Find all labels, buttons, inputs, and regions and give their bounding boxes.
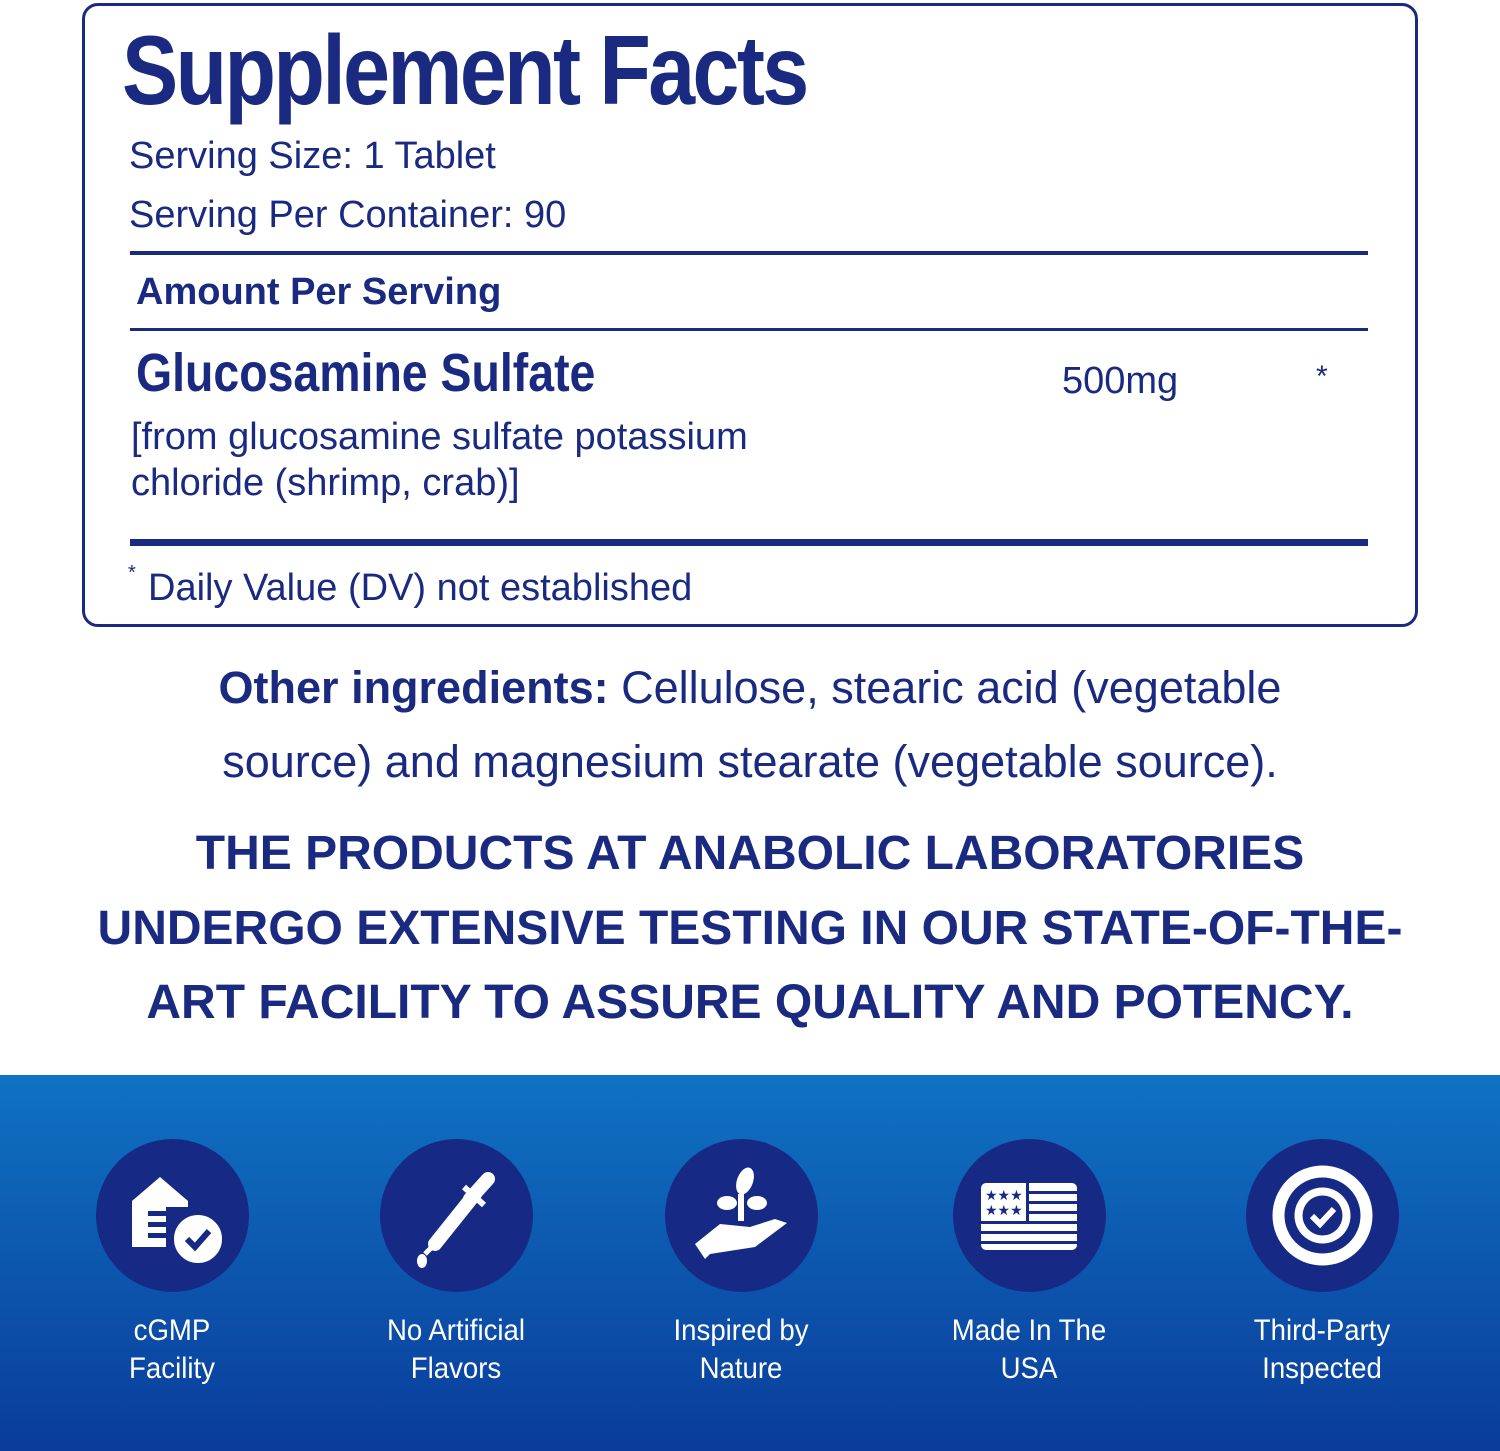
statement-line3: ART FACILITY TO ASSURE QUALITY AND POTEN… bbox=[146, 976, 1354, 1029]
badge-label-line: Inspired by bbox=[673, 1314, 809, 1347]
badge-label-line: Third-Party bbox=[1253, 1314, 1391, 1347]
hand-plant-icon bbox=[695, 1167, 787, 1259]
badge-label-third-party: Third-Party Inspected bbox=[1212, 1312, 1433, 1388]
amount-per-serving-header: Amount Per Serving bbox=[136, 271, 502, 313]
other-ingredients-text: Cellulose, stearic acid (vegetable bbox=[608, 662, 1282, 713]
ingredient-source-line2: chloride (shrimp, crab)] bbox=[131, 462, 520, 504]
badge-label-line: Nature bbox=[699, 1352, 783, 1385]
svg-text:★★★: ★★★ bbox=[985, 1187, 1023, 1203]
statement-line2: UNDERGO EXTENSIVE TESTING IN OUR STATE-O… bbox=[97, 902, 1403, 955]
badge-label-line: Flavors bbox=[410, 1352, 502, 1385]
other-ingredients-line1: Other ingredients: Cellulose, stearic ac… bbox=[0, 662, 1500, 714]
badge-label-line: USA bbox=[1000, 1352, 1058, 1385]
badge-label-nature: Inspired by Nature bbox=[631, 1312, 852, 1388]
divider bbox=[130, 251, 1368, 255]
badge-label-no-artificial: No Artificial Flavors bbox=[346, 1312, 567, 1388]
badge-label-line: cGMP bbox=[133, 1314, 211, 1347]
badge-label-line: Made In The bbox=[951, 1314, 1107, 1347]
facts-title: Supplement Facts bbox=[122, 15, 809, 125]
thick-divider bbox=[130, 539, 1368, 546]
ingredient-source-line1: [from glucosamine sulfate potassium bbox=[131, 416, 748, 458]
badge-usa: ★★★ ★★★ bbox=[953, 1139, 1106, 1292]
other-ingredients-label: Other ingredients: bbox=[218, 662, 609, 713]
svg-text:★★★: ★★★ bbox=[985, 1202, 1023, 1218]
divider bbox=[130, 328, 1368, 331]
other-ingredients-line2: source) and magnesium stearate (vegetabl… bbox=[222, 736, 1278, 787]
ingredient-name: Glucosamine Sulfate bbox=[136, 343, 596, 403]
serving-size: Serving Size: 1 Tablet bbox=[129, 135, 496, 177]
servings-per-container: Serving Per Container: 90 bbox=[129, 194, 567, 236]
footnote: Daily Value (DV) not established bbox=[148, 567, 693, 609]
dropper-icon bbox=[417, 1172, 495, 1268]
badge-cgmp bbox=[96, 1139, 249, 1292]
usa-flag-icon: ★★★ ★★★ bbox=[981, 1183, 1077, 1250]
facility-check-icon bbox=[132, 1177, 226, 1267]
seal-check-icon bbox=[1272, 1165, 1373, 1266]
badge-label-cgmp: cGMP Facility bbox=[62, 1312, 283, 1388]
supplement-facts-panel bbox=[82, 3, 1418, 627]
badge-label-line: Inspected bbox=[1262, 1352, 1382, 1385]
badge-no-artificial bbox=[380, 1139, 533, 1292]
ingredient-dv: * bbox=[1316, 360, 1328, 393]
badge-nature bbox=[665, 1139, 818, 1292]
statement-line1: THE PRODUCTS AT ANABOLIC LABORATORIES bbox=[195, 827, 1305, 880]
ingredient-amount: 500mg bbox=[1062, 360, 1179, 402]
badge-third-party bbox=[1246, 1139, 1399, 1292]
badge-label-usa: Made In The USA bbox=[919, 1312, 1140, 1388]
badge-label-line: No Artificial bbox=[386, 1314, 526, 1347]
badge-label-line: Facility bbox=[129, 1352, 215, 1385]
footnote-mark: * bbox=[128, 562, 136, 584]
